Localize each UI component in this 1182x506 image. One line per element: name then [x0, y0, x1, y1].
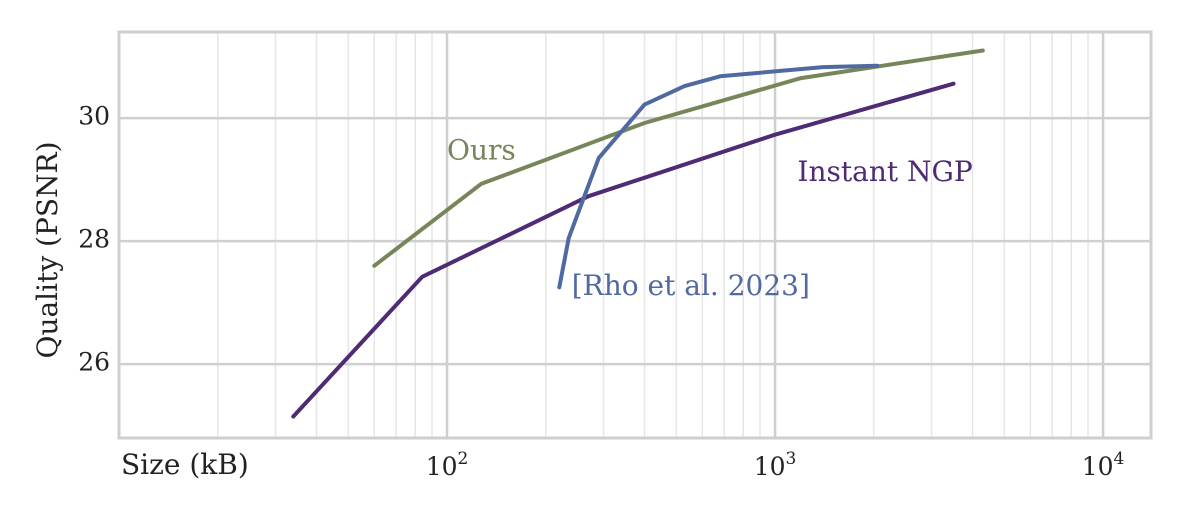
y-tick-label: 26: [78, 348, 110, 377]
series-line-instant-ngp: [291, 81, 956, 419]
plot-area: [119, 32, 1151, 438]
series-line-rho-et-al-2023: [557, 63, 880, 290]
series-label-rho-et-al-2023: [Rho et al. 2023]: [572, 269, 810, 302]
series-line-ours: [372, 48, 985, 268]
series-label-ours: Ours: [447, 133, 516, 166]
series-labels: Ours Instant NGP [Rho et al. 2023]: [447, 133, 973, 301]
series-label-instant-ngp: Instant NGP: [797, 155, 972, 188]
series-lines: [291, 48, 985, 419]
minor-gridlines: [216, 32, 1089, 438]
plot-frame: [117, 30, 1153, 440]
y-tick-label: 30: [78, 102, 110, 131]
x-tick-label: 103: [754, 449, 797, 481]
y-axis-label: Quality (PSNR): [31, 141, 64, 358]
y-tick-labels: 26 28 30: [78, 102, 110, 377]
x-tick-label: 102: [426, 449, 469, 481]
x-tick-labels: 102 103 104: [426, 449, 1125, 481]
x-axis-label: Size (kB): [121, 448, 249, 481]
y-tick-label: 28: [78, 225, 110, 254]
x-tick-label: 104: [1082, 449, 1125, 481]
